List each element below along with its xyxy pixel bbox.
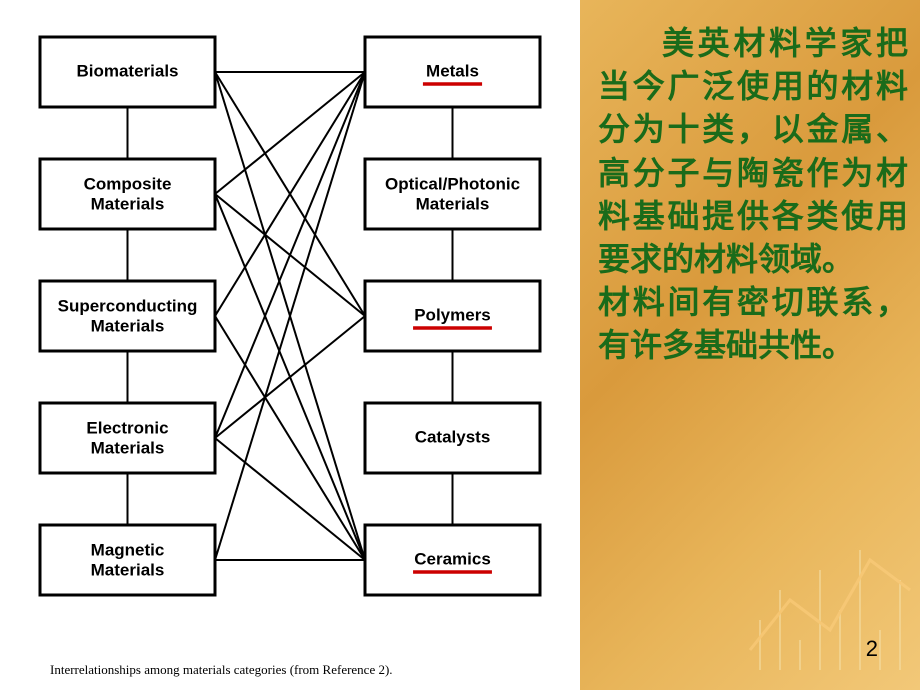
node-label-superconducting-line2: Materials (91, 316, 165, 335)
sidebar-decoration (740, 490, 920, 690)
sidebar: 美英材料学家把当今广泛使用的材料分为十类，以金属、高分子与陶瓷作为材料基础提供各… (580, 0, 920, 690)
node-label-composite-line2: Materials (91, 194, 165, 213)
node-label-biomaterials: Biomaterials (76, 61, 178, 80)
node-label-composite-line1: Composite (84, 174, 172, 193)
edge-cross-1-0 (215, 72, 365, 194)
node-label-ceramics: Ceramics (414, 549, 491, 568)
node-label-optical-line2: Materials (416, 194, 490, 213)
paragraph-1: 美英材料学家把当今广泛使用的材料分为十类，以金属、高分子与陶瓷作为材料基础提供各… (598, 22, 908, 281)
node-label-polymers: Polymers (414, 305, 491, 324)
page-number: 2 (866, 636, 878, 662)
node-label-magnetic-line2: Materials (91, 560, 165, 579)
node-label-catalysts: Catalysts (415, 427, 491, 446)
edge-cross-3-4 (215, 438, 365, 560)
paragraph-2: 材料间有密切联系，有许多基础共性。 (598, 281, 908, 367)
edge-cross-2-4 (215, 316, 365, 560)
edge-cross-3-0 (215, 72, 365, 438)
diagram-area: BiomaterialsCompositeMaterialsSupercondu… (0, 0, 580, 690)
diagram-caption: Interrelationships among materials categ… (50, 662, 393, 678)
node-label-metals: Metals (426, 61, 479, 80)
node-label-electronic-line1: Electronic (86, 418, 168, 437)
sidebar-text: 美英材料学家把当今广泛使用的材料分为十类，以金属、高分子与陶瓷作为材料基础提供各… (598, 22, 908, 368)
node-label-electronic-line2: Materials (91, 438, 165, 457)
node-label-magnetic-line1: Magnetic (91, 540, 165, 559)
node-label-superconducting-line1: Superconducting (58, 296, 198, 315)
edge-cross-3-2 (215, 316, 365, 438)
materials-network-diagram: BiomaterialsCompositeMaterialsSupercondu… (10, 12, 570, 642)
node-label-optical-line1: Optical/Photonic (385, 174, 520, 193)
